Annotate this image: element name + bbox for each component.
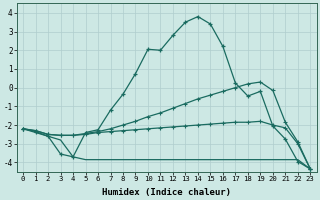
X-axis label: Humidex (Indice chaleur): Humidex (Indice chaleur) [102,188,231,197]
